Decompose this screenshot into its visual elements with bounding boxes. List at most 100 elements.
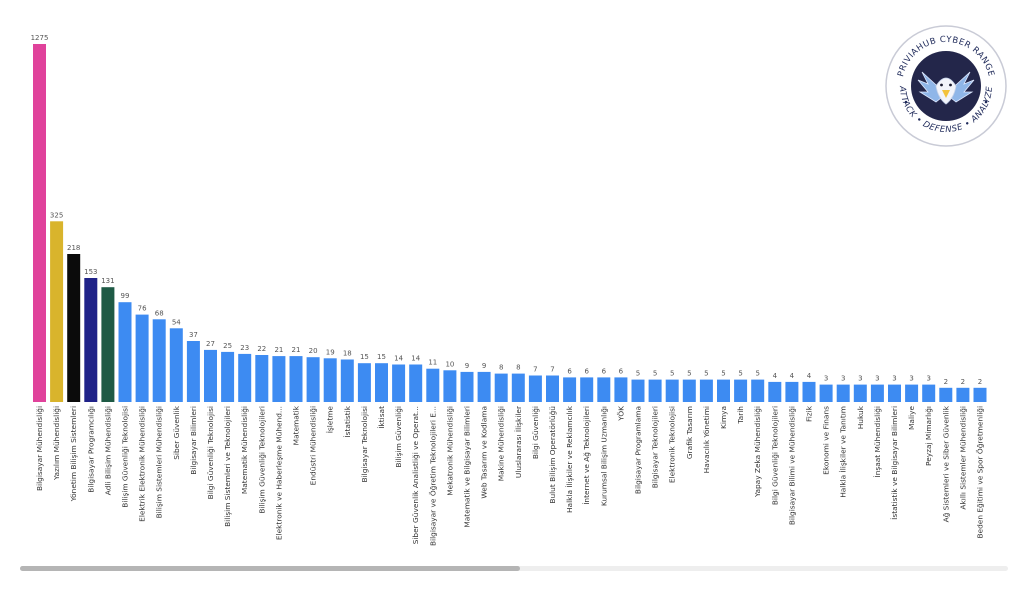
bar[interactable] (477, 371, 491, 402)
bar[interactable] (221, 351, 235, 402)
category-label: İktisat (377, 406, 386, 429)
category-label: Matematik Mühendisliği (240, 406, 249, 494)
bar-value-label: 3 (926, 375, 930, 383)
bar-value-label: 54 (172, 318, 181, 326)
bar[interactable] (392, 364, 406, 403)
bar[interactable] (84, 278, 98, 402)
bar[interactable] (409, 364, 423, 403)
bar[interactable] (33, 44, 46, 402)
bar-value-label: 7 (550, 366, 554, 374)
horizontal-scrollbar-thumb[interactable] (20, 566, 520, 571)
bar-value-label: 10 (445, 360, 454, 368)
category-label: Ekonomi ve Finans (822, 406, 831, 475)
bar[interactable] (67, 254, 81, 402)
bar[interactable] (238, 353, 252, 402)
bar[interactable] (956, 387, 970, 402)
bar[interactable] (50, 221, 64, 402)
category-label: Matematik (292, 405, 301, 445)
category-label: Grafik Tasarım (685, 406, 694, 459)
bar[interactable] (802, 381, 816, 402)
category-label: İstatistik (343, 405, 352, 437)
bar-value-label: 5 (738, 370, 742, 378)
category-label: Bilgisayar Teknolojisi (360, 406, 369, 482)
category-label: Mekatronik Mühendisliği (445, 406, 454, 496)
category-label: Bilgisayar Bilimi ve Mühendisliği (787, 406, 796, 525)
bar[interactable] (648, 379, 662, 402)
bar[interactable] (204, 349, 217, 402)
bar-value-label: 21 (274, 346, 283, 354)
bar[interactable] (546, 375, 559, 403)
bar[interactable] (306, 357, 320, 402)
bar[interactable] (665, 379, 679, 402)
bar[interactable] (939, 387, 953, 402)
bar-value-label: 2 (961, 378, 965, 386)
category-label: Bulut Bilişim Operatörlüğü (548, 406, 557, 504)
bar-value-label: 8 (499, 364, 503, 372)
bar-value-label: 5 (670, 370, 674, 378)
bar[interactable] (563, 377, 577, 402)
category-label: Maliye (907, 406, 916, 430)
bar[interactable] (528, 375, 542, 403)
category-label: Havacılık Yönetimi (702, 406, 711, 473)
bar[interactable] (819, 384, 833, 402)
bar[interactable] (905, 384, 919, 402)
bar[interactable] (580, 377, 594, 402)
bar[interactable] (631, 379, 645, 402)
bar[interactable] (152, 319, 166, 402)
category-label: Adli Bilişim Mühendisliği (103, 406, 112, 495)
bar[interactable] (922, 384, 936, 402)
bar-value-label: 99 (121, 292, 130, 300)
bar[interactable] (888, 384, 901, 402)
bar[interactable] (699, 379, 713, 402)
bar[interactable] (734, 379, 748, 402)
bar[interactable] (836, 384, 850, 402)
bar[interactable] (255, 355, 269, 402)
category-label: Elektronik ve Haberleşme Mühend... (274, 406, 283, 540)
bar-value-label: 3 (858, 375, 862, 383)
bar[interactable] (511, 373, 525, 402)
bar-value-label: 8 (516, 364, 520, 372)
bar[interactable] (118, 302, 132, 402)
bar[interactable] (597, 377, 611, 402)
bar[interactable] (340, 359, 354, 403)
category-label: Halkla İlişkiler ve Reklamcılık (565, 405, 574, 513)
bar-value-label: 22 (257, 345, 266, 353)
bar-value-label: 21 (292, 346, 301, 354)
bar[interactable] (323, 358, 337, 402)
category-label: Kurumsal Bilişim Uzmanlığı (599, 406, 608, 506)
bar[interactable] (682, 379, 696, 402)
bar[interactable] (443, 370, 457, 402)
category-label: Kimya (719, 406, 728, 429)
bar[interactable] (785, 381, 799, 402)
bar[interactable] (494, 373, 508, 402)
bar[interactable] (169, 328, 183, 402)
bar[interactable] (426, 368, 440, 402)
bar[interactable] (272, 356, 286, 402)
category-label: Bilgisayar Bilimleri (189, 406, 198, 475)
bar[interactable] (357, 363, 371, 402)
category-label: İnternet ve Ağ Teknolojileri (582, 406, 591, 505)
category-label: Fizik (805, 405, 814, 422)
bar[interactable] (135, 314, 149, 402)
category-label: Elektronik Teknolojisi (668, 406, 677, 483)
category-label: Bilişim Sistemleri ve Teknolojileri (223, 406, 232, 527)
category-label: Akıllı Sistemler Mühendisliği (958, 406, 967, 510)
bar[interactable] (768, 381, 782, 402)
bar[interactable] (614, 377, 628, 402)
category-label: YÖK (616, 406, 625, 422)
bar[interactable] (101, 287, 115, 402)
bar[interactable] (751, 379, 765, 402)
category-label: Bilgi Güvenliği Teknolojileri (770, 406, 779, 505)
bar-value-label: 5 (721, 370, 725, 378)
bar[interactable] (460, 371, 474, 402)
bar[interactable] (186, 341, 200, 402)
bar[interactable] (870, 384, 884, 402)
bar[interactable] (973, 387, 987, 402)
category-label: Hukuk (856, 405, 865, 429)
bar[interactable] (375, 363, 388, 402)
bar-value-label: 1275 (31, 34, 49, 42)
bar[interactable] (289, 356, 303, 402)
bar[interactable] (853, 384, 867, 402)
bar[interactable] (717, 379, 730, 402)
